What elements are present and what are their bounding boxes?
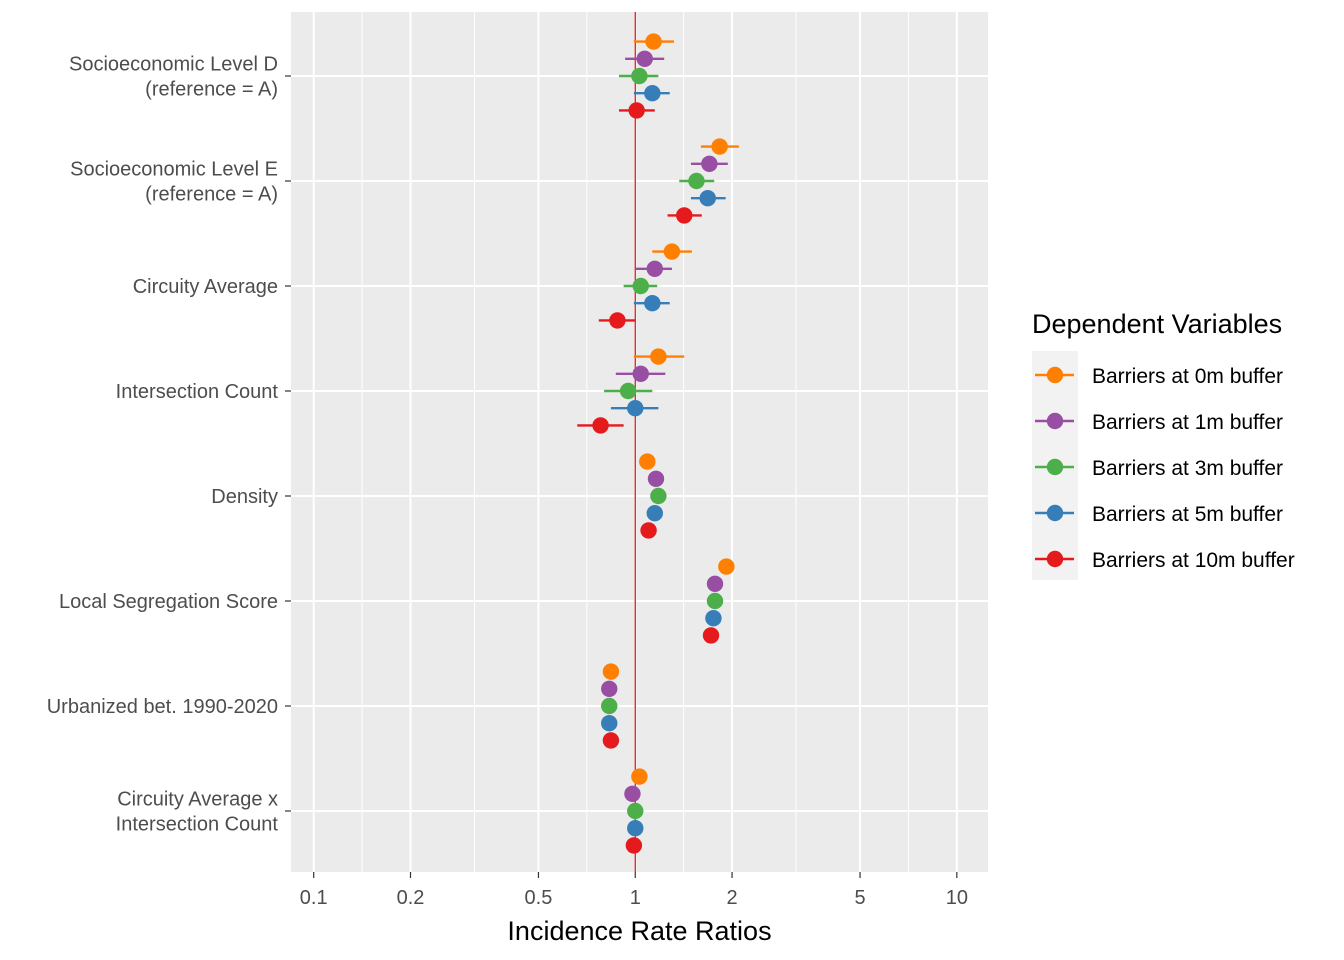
- legend-item: Barriers at 5m buffer: [1035, 503, 1283, 526]
- plot-panel: [291, 12, 988, 872]
- data-point: [631, 768, 648, 785]
- data-point: [632, 277, 649, 295]
- x-tick-label: 2: [727, 887, 738, 909]
- legend-key-point: [1046, 550, 1064, 568]
- y-tick-label: Circuity Average x Intersection Count: [116, 789, 279, 836]
- data-point: [705, 610, 722, 627]
- y-tick-label-line: (reference = A): [145, 184, 278, 206]
- legend-title: Dependent Variables: [1032, 309, 1282, 339]
- panel-background: [291, 12, 988, 872]
- data-point: [628, 102, 645, 119]
- x-tick-label: 1: [630, 887, 641, 909]
- series-3: [601, 85, 726, 837]
- data-point: [601, 680, 618, 697]
- legend-key-point: [1046, 504, 1064, 522]
- data-point: [663, 243, 681, 260]
- data-point: [702, 627, 720, 644]
- data-point: [627, 820, 644, 837]
- data-point: [636, 50, 653, 67]
- legend-label: Barriers at 3m buffer: [1092, 457, 1283, 480]
- data-point: [601, 697, 618, 715]
- legend-key-point: [1046, 458, 1064, 476]
- y-tick-label-line: Local Segregation Score: [59, 591, 278, 613]
- legend-key-point: [1046, 412, 1064, 430]
- y-tick-label: Urbanized bet. 1990-2020: [47, 696, 278, 718]
- legend-item: Barriers at 3m buffer: [1035, 457, 1283, 480]
- y-tick-label-line: Circuity Average x: [117, 789, 278, 811]
- data-point: [706, 575, 724, 592]
- y-tick-label: Local Segregation Score: [59, 591, 278, 613]
- legend-item: Barriers at 1m buffer: [1035, 411, 1283, 434]
- x-tick-label: 5: [854, 887, 865, 909]
- data-point: [711, 138, 728, 155]
- data-point: [647, 470, 665, 487]
- data-point: [619, 382, 637, 400]
- data-point: [625, 837, 643, 854]
- series-1: [601, 50, 728, 802]
- data-point: [645, 33, 662, 50]
- x-tick-label: 0.1: [300, 887, 328, 909]
- data-point: [627, 802, 644, 820]
- data-point: [640, 522, 657, 539]
- legend-item: Barriers at 0m buffer: [1035, 365, 1283, 388]
- series-2: [601, 67, 724, 820]
- series-0: [602, 33, 739, 785]
- data-point: [609, 312, 626, 329]
- y-tick-label-line: Density: [211, 486, 278, 508]
- series-4: [577, 102, 720, 854]
- x-axis: 0.1 0.2 0.5 1 2 5 10: [300, 872, 968, 909]
- data-point: [624, 785, 641, 802]
- legend-item: Barriers at 10m buffer: [1035, 549, 1295, 572]
- y-tick-label: Socioeconomic Level E (reference = A): [70, 159, 278, 206]
- data-point: [602, 663, 620, 680]
- data-point: [632, 365, 649, 382]
- y-tick-label: Circuity Average: [133, 276, 278, 298]
- y-tick-label-line: Socioeconomic Level D: [69, 54, 278, 76]
- data-point: [676, 207, 693, 224]
- y-tick-label-line: Intersection Count: [116, 381, 279, 403]
- data-point: [706, 592, 724, 610]
- x-tick-label: 10: [946, 887, 968, 909]
- y-tick-label-line: Socioeconomic Level E: [70, 159, 278, 181]
- y-tick-label: Intersection Count: [116, 381, 279, 403]
- data-point: [644, 85, 661, 102]
- y-tick-label: Density: [211, 486, 278, 508]
- legend-key-point: [1046, 366, 1064, 384]
- legend-label: Barriers at 10m buffer: [1092, 549, 1295, 572]
- data-point: [644, 295, 661, 312]
- data-point: [631, 67, 648, 85]
- y-tick-label-line: Urbanized bet. 1990-2020: [47, 696, 278, 718]
- legend-label: Barriers at 5m buffer: [1092, 503, 1283, 526]
- data-point: [701, 155, 718, 172]
- data-point: [650, 487, 667, 505]
- x-axis-title: Incidence Rate Ratios: [507, 916, 771, 946]
- data-point: [627, 400, 644, 417]
- legend-label: Barriers at 1m buffer: [1092, 411, 1283, 434]
- data-point: [601, 715, 618, 732]
- data-point: [688, 172, 705, 190]
- data-point: [650, 348, 667, 365]
- legend: Dependent Variables Barriers at 0m buffe…: [1032, 309, 1295, 580]
- x-tick-label: 0.2: [397, 887, 425, 909]
- x-tick-label: 0.5: [525, 887, 553, 909]
- y-tick-label-line: Intersection Count: [116, 814, 279, 836]
- data-point: [646, 505, 663, 522]
- y-tick-label-line: (reference = A): [145, 79, 278, 101]
- legend-label: Barriers at 0m buffer: [1092, 365, 1283, 388]
- data-point: [699, 190, 716, 207]
- data-point: [602, 732, 620, 749]
- data-point: [592, 417, 609, 434]
- data-point: [646, 260, 663, 277]
- data-point: [639, 453, 656, 470]
- data-point: [718, 558, 735, 575]
- y-tick-label-line: Circuity Average: [133, 276, 278, 298]
- y-axis: Socioeconomic Level D (reference = A)Soci…: [47, 54, 291, 836]
- y-tick-label: Socioeconomic Level D (reference = A): [69, 54, 278, 101]
